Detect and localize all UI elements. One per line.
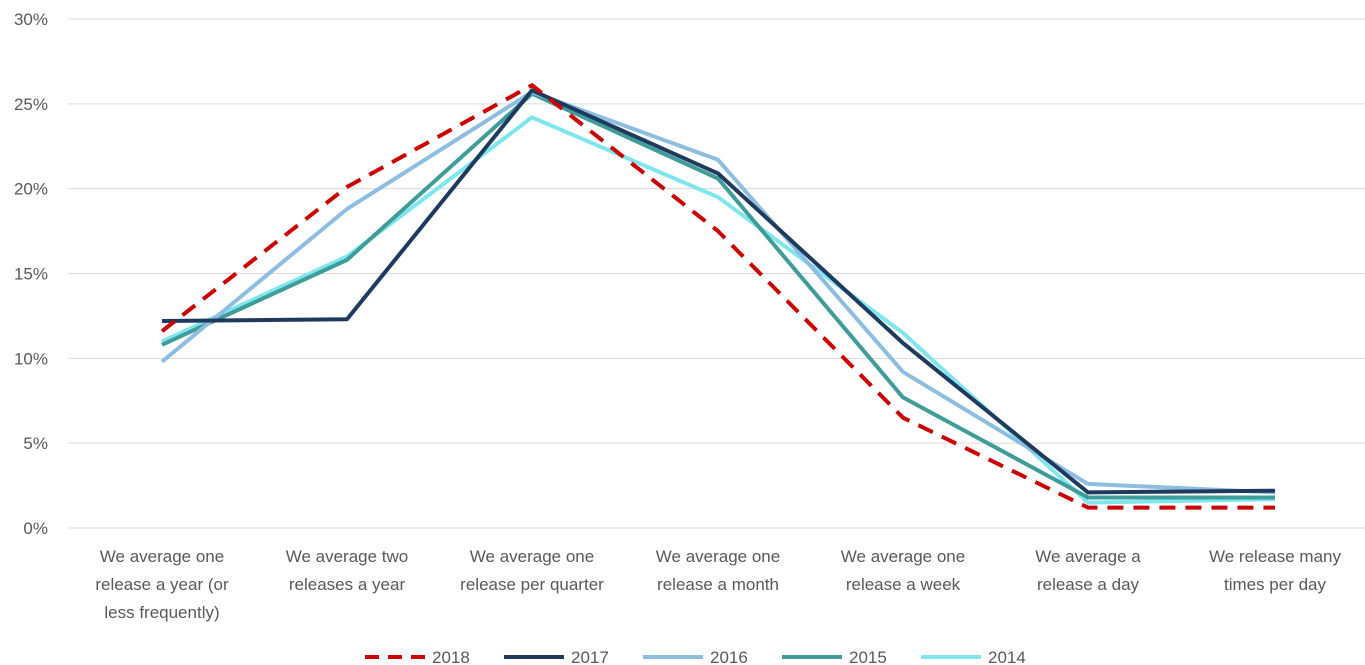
y-tick-label: 25% [14,95,48,114]
x-category-label: We average one release a year (or less fre… [95,547,229,622]
y-tick-label: 10% [14,349,48,368]
y-tick-label: 15% [14,265,48,284]
legend-label-2016: 2016 [710,648,748,665]
series-line-2017 [161,88,1276,495]
x-category-label: We average two releases a year [286,547,409,594]
x-category-label: We average a release a day [1035,547,1141,594]
x-category-label: We average one release per quarter [460,547,604,594]
legend-label-2014: 2014 [988,648,1026,665]
x-axis-categories: We average one release a year (or less fre… [95,547,1341,622]
series-line-2016 [160,90,1276,495]
y-tick-label: 5% [23,434,48,453]
legend: 2018 2017 2016 2015 2014 [365,648,1026,665]
x-category-label: We average one release a month [656,547,780,594]
y-tick-label: 0% [23,519,48,538]
series-lines [160,83,1276,510]
x-category-label: We average one release a week [841,547,965,594]
legend-label-2015: 2015 [849,648,887,665]
y-tick-label: 20% [14,180,48,199]
gridlines [68,18,1365,529]
y-tick-label: 30% [14,10,48,29]
series-line-2014 [161,115,1276,505]
series-line-2015 [161,91,1275,500]
x-category-label: We release many times per day [1209,547,1341,594]
legend-label-2018: 2018 [432,648,470,665]
series-line-2018 [160,83,1275,510]
legend-label-2017: 2017 [571,648,609,665]
y-axis-ticks: 0% 5% 10% 15% 20% 25% 30% [14,10,48,538]
